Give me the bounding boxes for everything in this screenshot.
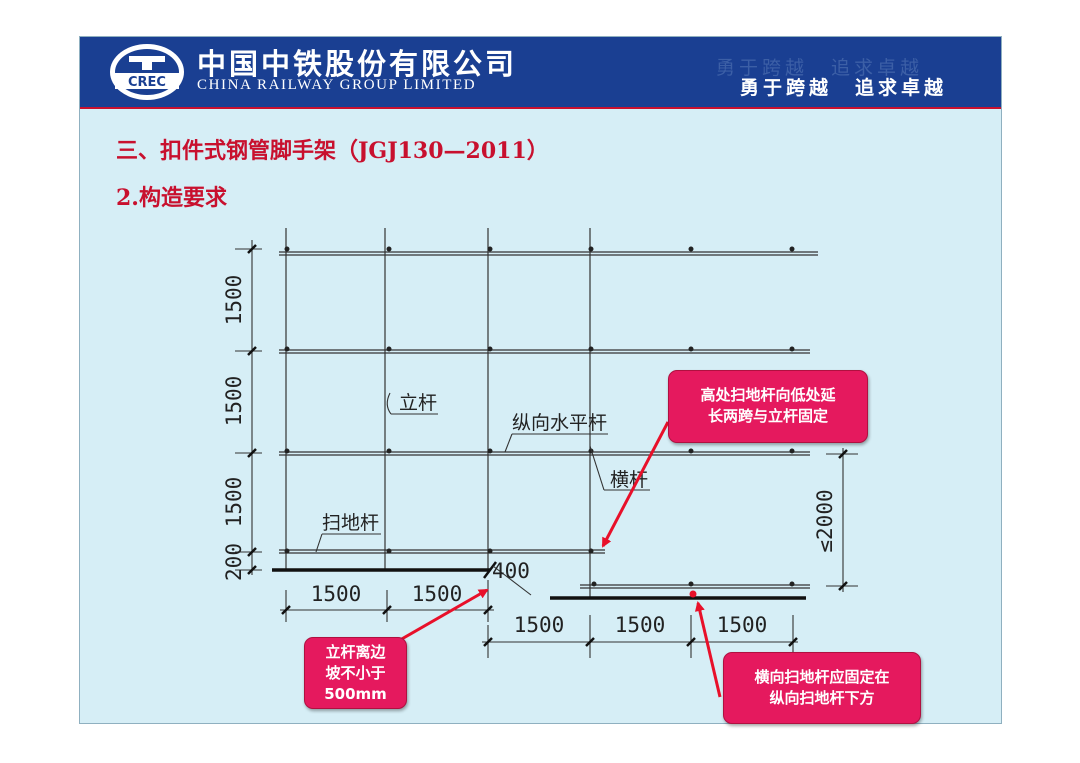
callout-top-right: 高处扫地杆向低处延 长两跨与立杆固定 (668, 370, 868, 443)
dim-v-4: 200 (222, 543, 246, 581)
slide-subtitle: 2.构造要求 (116, 185, 227, 211)
callout-bottom-right-line-2: 纵向扫地杆下方 (769, 689, 875, 707)
slide-title: 三、扣件式钢管脚手架（JGJ130—2011） (116, 138, 549, 164)
label-heng-gan: 横杆 (610, 469, 648, 491)
arrow-top-right (601, 421, 670, 548)
slogan-shadow-text: 勇于跨越 追求卓越 (716, 57, 924, 79)
coupler-dots (284, 246, 795, 587)
header-bar: CREC 中国中铁股份有限公司 CHINA RAILWAY GROUP LIMI… (80, 37, 1001, 107)
slope-mark (483, 561, 497, 579)
label-sao-di-gan: 扫地杆 (322, 512, 379, 534)
header-divider (80, 107, 1001, 109)
dim-offset: 400 (492, 559, 530, 583)
company-name-en: CHINA RAILWAY GROUP LIMITED (197, 77, 477, 93)
ground-lines (272, 568, 806, 600)
slogan: 勇于跨越 追求卓越 (740, 77, 948, 99)
dim-h-upper-2: 1500 (412, 582, 463, 606)
callout-arrows (399, 421, 722, 698)
dim-v-3: 1500 (222, 477, 246, 528)
offset-leader (492, 565, 532, 596)
dim-h-upper-1: 1500 (311, 582, 362, 606)
dim-h-lower-2: 1500 (615, 613, 666, 637)
callout-bottom-left-line-1: 立杆离边 (325, 643, 386, 661)
dim-v-2: 1500 (222, 376, 246, 427)
ledger-lines (279, 251, 818, 589)
fixing-point-icon (689, 590, 697, 598)
arrow-bottom-right (694, 601, 722, 698)
callout-bottom-right: 横向扫地杆应固定在 纵向扫地杆下方 (723, 652, 921, 724)
callout-top-right-line-2: 长两跨与立杆固定 (707, 407, 828, 425)
dim-h-lower-1: 1500 (514, 613, 565, 637)
dim-h-lower-3: 1500 (717, 613, 768, 637)
callout-bottom-left-line-3: 500mm (324, 685, 387, 703)
label-zong-xiang: 纵向水平杆 (512, 412, 607, 434)
crec-logo-icon: CREC (110, 44, 184, 100)
callout-bottom-right-line-1: 横向扫地杆应固定在 (754, 668, 890, 686)
callout-bottom-left: 立杆离边 坡不小于 500mm (304, 637, 407, 709)
dim-v-1: 1500 (222, 275, 246, 326)
callout-top-right-line-1: 高处扫地杆向低处延 (700, 386, 836, 404)
arrow-bottom-left (399, 588, 489, 642)
dim-height: ≤2000 (813, 489, 837, 552)
callout-bottom-left-line-2: 坡不小于 (325, 664, 386, 682)
svg-text:CREC: CREC (128, 75, 166, 90)
vertical-dimension-line (235, 240, 262, 575)
standards (285, 228, 591, 598)
label-li-gan: 立杆 (399, 392, 437, 414)
company-name-cn: 中国中铁股份有限公司 (197, 47, 518, 81)
